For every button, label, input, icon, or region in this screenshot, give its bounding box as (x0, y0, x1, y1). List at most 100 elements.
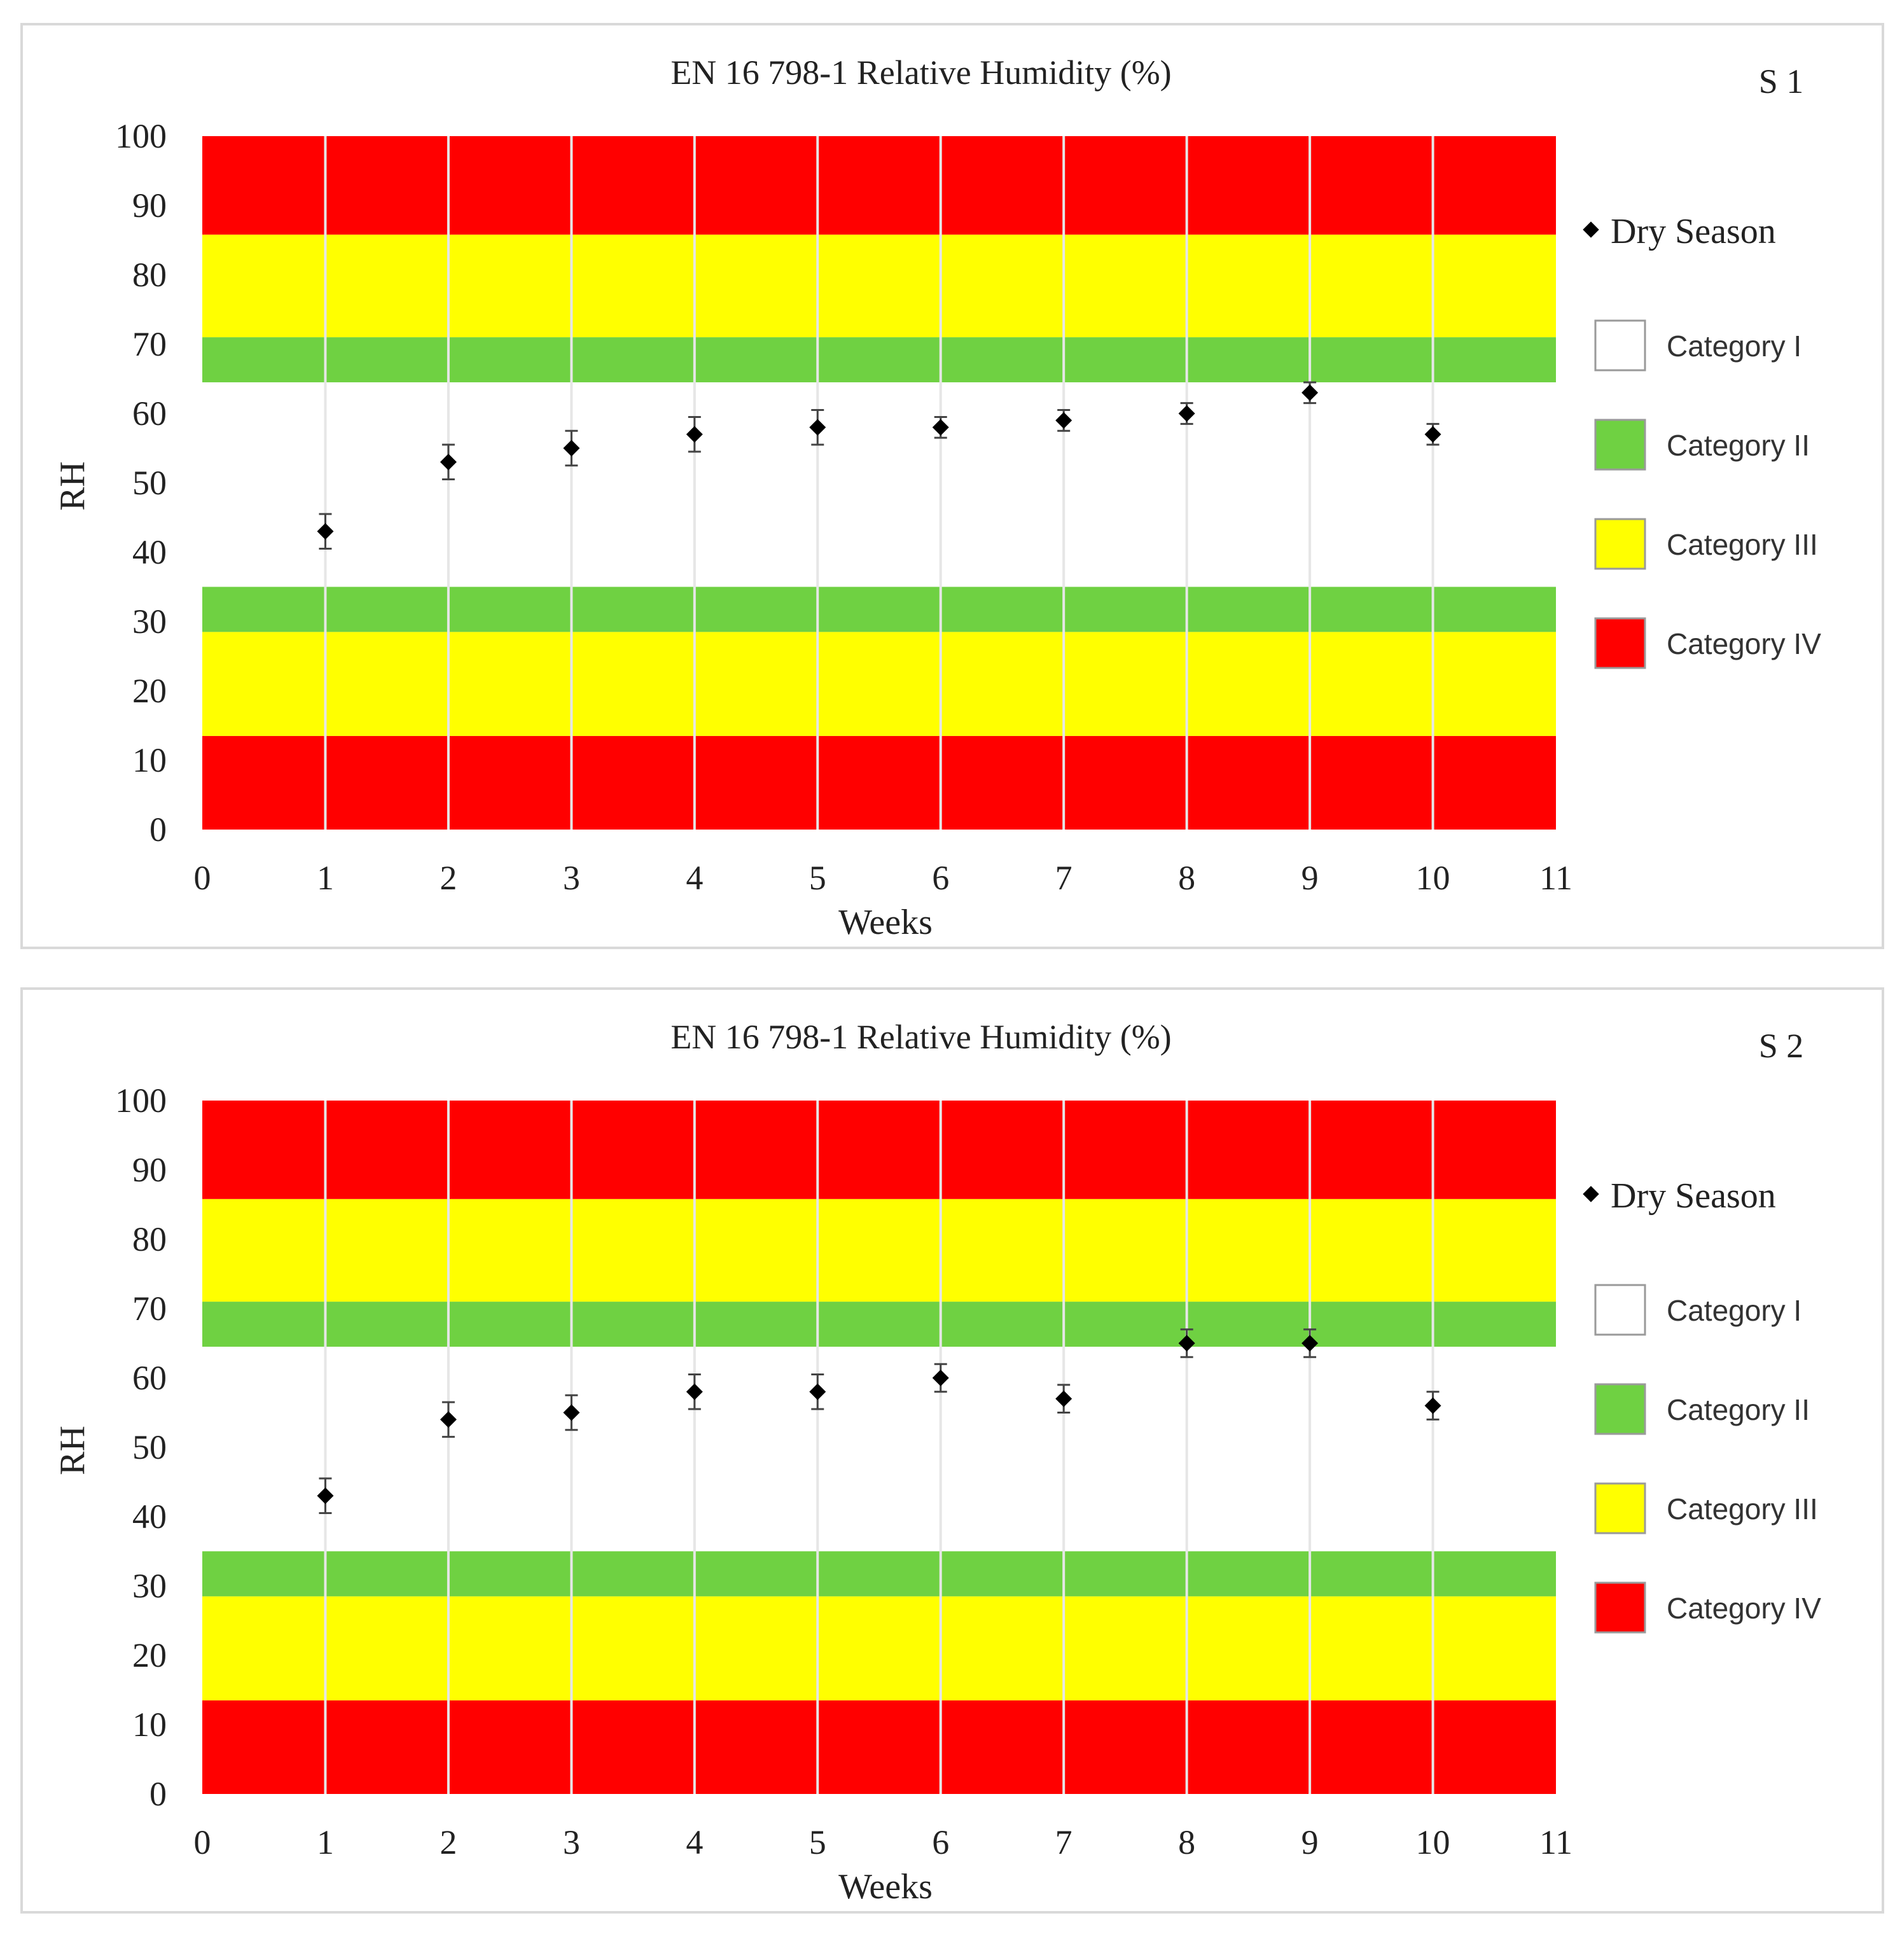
data-point-week-7 (1055, 409, 1072, 432)
data-point-week-3 (563, 429, 580, 467)
panel-label-s2: S 2 (1759, 1027, 1804, 1065)
y-tick-label: 10 (132, 741, 167, 779)
data-point-week-6 (932, 1363, 949, 1393)
legend-item-category-iv: Category IV (1594, 1581, 1821, 1634)
legend-label-category-iii: Category III (1667, 1492, 1818, 1526)
legend-item-category-iii: Category III (1594, 518, 1818, 570)
marker (317, 523, 334, 540)
band-category-ii-2 (202, 1551, 1556, 1597)
band-category-iv-6 (202, 1101, 1556, 1199)
y-tick-label: 40 (132, 533, 167, 571)
x-tick-label: 6 (932, 859, 949, 897)
x-tick-label: 7 (1055, 859, 1072, 897)
y-tick-labels-s1: 0 10 20 30 40 50 60 70 80 90 100 (115, 117, 167, 849)
chart-title-s2: EN 16 798-1 Relative Humidity (%) (670, 1018, 1171, 1056)
legend-item-category-ii: Category II (1594, 1383, 1810, 1435)
category-bands-s1 (202, 136, 1556, 830)
band-category-iii-1 (202, 1596, 1556, 1700)
marker (317, 1487, 334, 1505)
data-point-week-1 (317, 513, 334, 550)
x-tick-label: 1 (317, 859, 334, 897)
legend-swatch-category-ii (1594, 1383, 1646, 1435)
band-category-iii-5 (202, 1199, 1556, 1302)
data-point-week-5 (809, 1373, 826, 1410)
marker (1301, 384, 1319, 401)
x-tick-label: 11 (1539, 1823, 1572, 1861)
y-tick-label: 30 (132, 602, 167, 641)
band-category-ii-4 (202, 337, 1556, 382)
band-category-ii-4 (202, 1302, 1556, 1347)
band-category-iv-6 (202, 136, 1556, 235)
data-point-week-4 (686, 1373, 703, 1410)
x-tick-label: 10 (1416, 859, 1450, 897)
band-category-iv-0 (202, 735, 1556, 830)
x-tick-label: 6 (932, 1823, 949, 1861)
legend-label-category-iii: Category III (1667, 528, 1818, 561)
marker (1424, 1397, 1441, 1414)
band-category-ii-2 (202, 587, 1556, 632)
legend-label-category-iv: Category IV (1667, 627, 1821, 660)
data-point-week-9 (1301, 381, 1319, 405)
data-point-week-9 (1301, 1328, 1319, 1358)
marker (440, 1411, 457, 1428)
y-tick-label: 60 (132, 394, 167, 433)
legend-series-label: Dry Season (1611, 212, 1776, 251)
legend-s1: Dry Season Category I Category II Catego… (1583, 212, 1821, 669)
marker (1055, 412, 1072, 429)
data-point-week-5 (809, 409, 826, 446)
y-axis-label-s2: RH (53, 1426, 92, 1475)
x-tick-labels-s2: 0 1 2 3 4 5 6 7 8 9 10 11 (194, 1823, 1573, 1861)
y-tick-label: 60 (132, 1359, 167, 1397)
x-tick-label: 2 (440, 859, 457, 897)
x-tick-label: 4 (686, 1823, 703, 1861)
legend-swatch-category-i (1594, 1284, 1646, 1336)
legend-label-category-i: Category I (1667, 330, 1801, 363)
marker (1301, 1335, 1319, 1352)
legend-label-category-iv: Category IV (1667, 1592, 1821, 1625)
data-point-week-4 (686, 415, 703, 453)
x-tick-label: 8 (1178, 1823, 1195, 1861)
y-tick-label: 70 (132, 325, 167, 363)
data-point-week-10 (1424, 1391, 1441, 1421)
data-points-s1 (317, 381, 1441, 550)
x-tick-label: 0 (194, 1823, 211, 1861)
chart-panel-s2: EN 16 798-1 Relative Humidity (%) S 2 0 1… (20, 987, 1884, 1914)
marker (563, 440, 580, 457)
x-axis-label-s2: Weeks (838, 1867, 933, 1907)
y-tick-label: 20 (132, 672, 167, 710)
marker (809, 1383, 826, 1400)
band-category-iii-5 (202, 234, 1556, 338)
legend-label-category-ii: Category II (1667, 429, 1810, 462)
legend-item-category-ii: Category II (1594, 419, 1810, 471)
marker (440, 454, 457, 471)
chart-title-s1: EN 16 798-1 Relative Humidity (%) (670, 53, 1171, 92)
x-tick-label: 0 (194, 859, 211, 897)
y-tick-label: 0 (149, 1775, 167, 1813)
y-tick-label: 90 (132, 186, 167, 225)
legend-swatch-category-iv (1594, 1581, 1646, 1634)
data-point-week-7 (1055, 1384, 1072, 1414)
y-tick-label: 30 (132, 1567, 167, 1605)
x-tick-labels-s1: 0 1 2 3 4 5 6 7 8 9 10 11 (194, 859, 1573, 897)
y-tick-label: 20 (132, 1636, 167, 1674)
legend-swatch-category-iii (1594, 1482, 1646, 1534)
marker (686, 1383, 703, 1400)
data-point-week-2 (440, 443, 457, 481)
x-tick-label: 5 (809, 859, 826, 897)
category-bands-s2 (202, 1101, 1556, 1794)
marker (932, 1370, 949, 1386)
legend-item-category-iv: Category IV (1594, 617, 1821, 669)
marker (809, 419, 826, 436)
x-tick-label: 1 (317, 1823, 334, 1861)
x-tick-label: 3 (563, 859, 580, 897)
x-tick-label: 11 (1539, 859, 1572, 897)
x-tick-label: 2 (440, 1823, 457, 1861)
data-points-s2 (317, 1328, 1441, 1515)
legend-item-category-i: Category I (1594, 319, 1801, 372)
legend-item-category-iii: Category III (1594, 1482, 1818, 1534)
legend-swatch-category-ii (1594, 419, 1646, 471)
y-tick-label: 100 (115, 117, 167, 155)
data-point-week-8 (1178, 402, 1195, 425)
data-point-week-3 (563, 1394, 580, 1431)
legend-item-category-i: Category I (1594, 1284, 1801, 1336)
